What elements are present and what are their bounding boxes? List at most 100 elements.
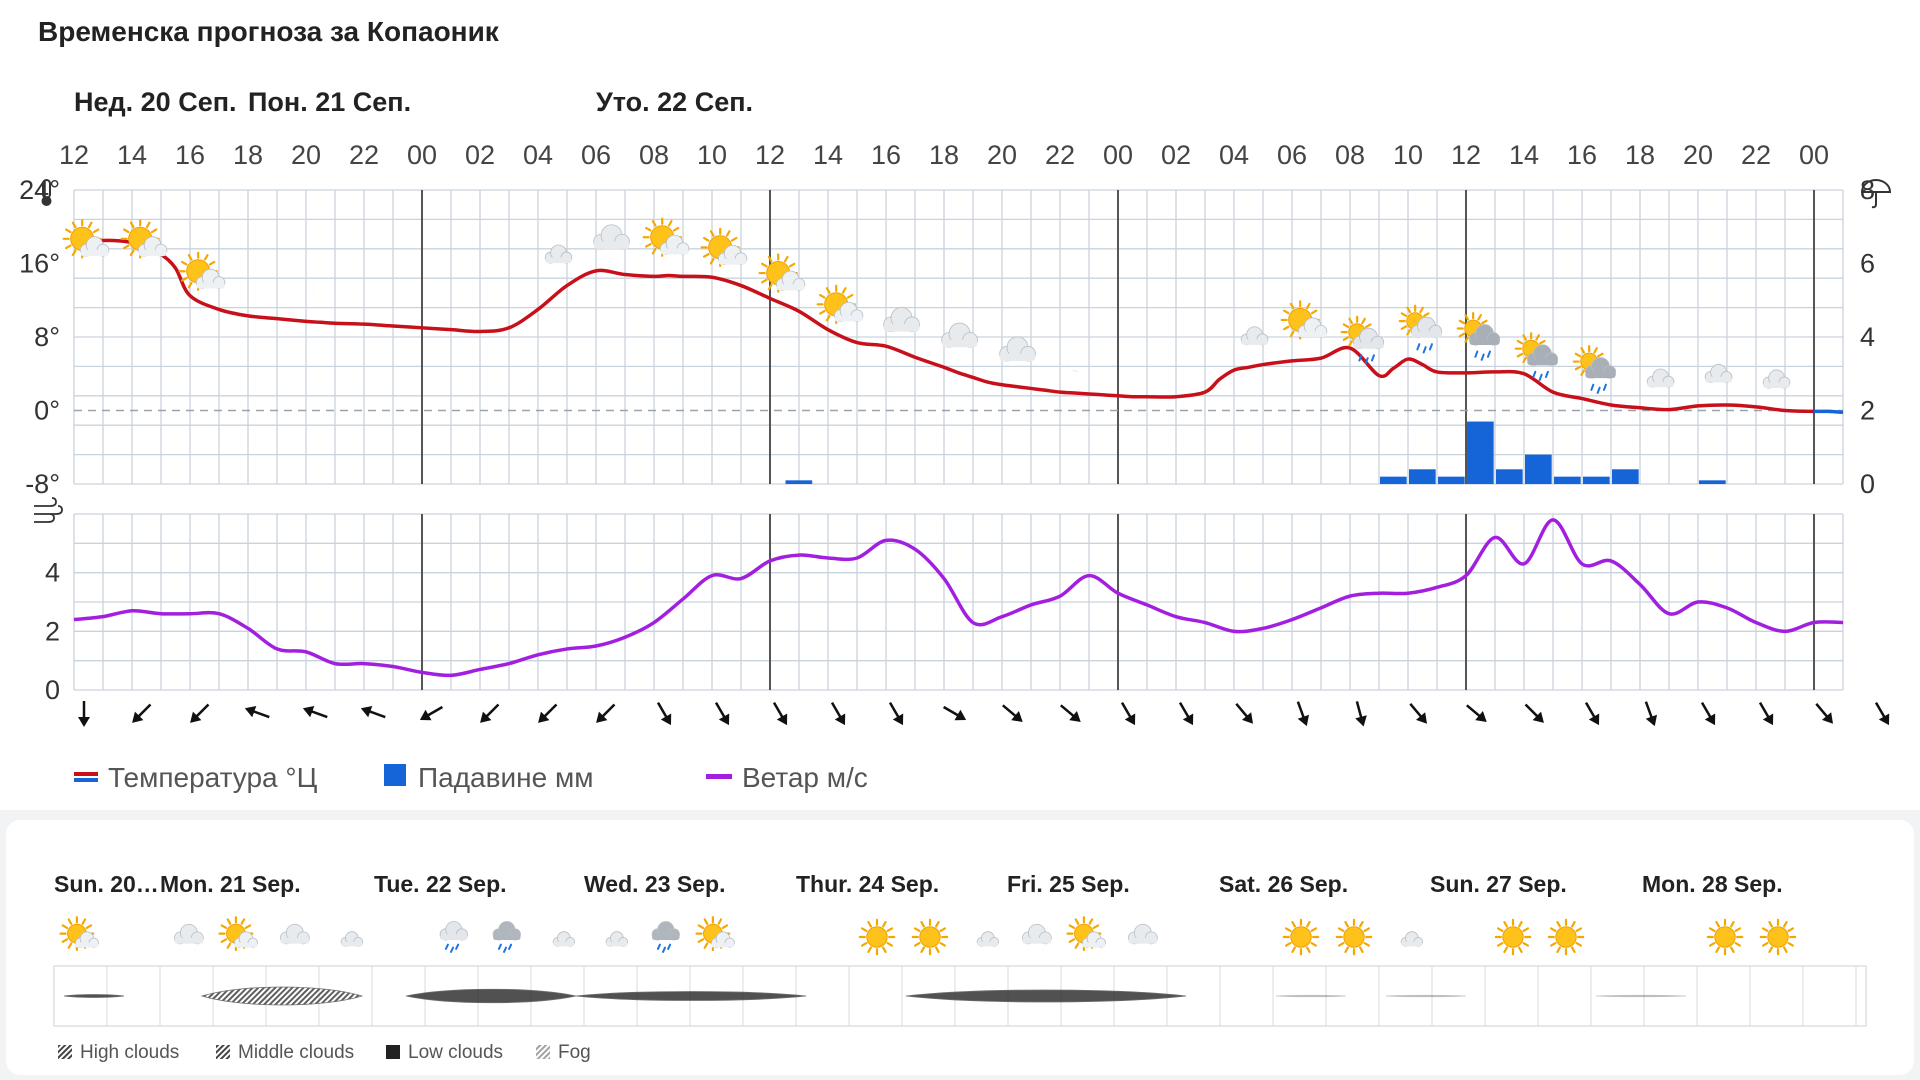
cloud-icon [941, 322, 978, 348]
sun-ray [65, 228, 72, 234]
sun-ray [1570, 921, 1576, 928]
cloud-base [280, 937, 310, 944]
sun-ray [861, 927, 868, 933]
wind-arrow-icon [190, 703, 210, 723]
cloud-icon [1584, 357, 1617, 379]
wind-stroke [34, 505, 63, 515]
moon-icon [1124, 350, 1137, 376]
sun-ray [1762, 941, 1769, 947]
forecast-panel: Временска прогноза за Копаоник Нед. 20 С… [19, 16, 1892, 793]
cloud-icon [1352, 327, 1385, 350]
rain-drop [450, 946, 454, 953]
sun-ray [920, 921, 926, 928]
sun-ray [1305, 946, 1311, 953]
sun-ray [1464, 314, 1470, 321]
wind-arrow-icon [1815, 703, 1833, 724]
arrow-head [776, 713, 788, 726]
hour-label: 20 [291, 140, 321, 170]
sun-ray [934, 921, 940, 928]
cloud-base [776, 284, 805, 291]
arrow-head [1182, 713, 1194, 726]
temperature-line [73, 238, 1815, 414]
dark-cloud-rain-icon [651, 921, 680, 953]
rain-drops-icon [497, 943, 513, 953]
moon-shape [336, 924, 345, 940]
sun-ray [92, 228, 100, 234]
sun-ray [1310, 927, 1317, 933]
sun-ray [1709, 941, 1716, 947]
rain-drop [1358, 354, 1363, 362]
cloud-base [1241, 339, 1268, 345]
sun-disc [866, 926, 888, 948]
sun-ray [187, 254, 193, 261]
sun-ray [1348, 340, 1354, 347]
sun-ray [1342, 323, 1350, 329]
sun-ray [1734, 941, 1741, 947]
sun-ray [1522, 941, 1529, 947]
precip-bar [1583, 476, 1610, 484]
hour-label: 20 [987, 140, 1017, 170]
sun-ray [61, 938, 69, 943]
sun-ray [1768, 921, 1774, 928]
sun-icon [1706, 918, 1744, 956]
sun-ray [717, 918, 723, 925]
sun-ray [761, 278, 768, 284]
moon-shape [370, 279, 383, 305]
wind-arrow-icon [1758, 701, 1774, 726]
wind-arrow-icon [1178, 701, 1194, 726]
wind-arrow-icon [1700, 701, 1716, 726]
sun-ray [1729, 946, 1735, 953]
wind-stroke [34, 513, 55, 523]
sun-ray [220, 938, 228, 943]
partly-sunny-icon [816, 284, 864, 324]
moon-shape [1124, 350, 1137, 376]
sun-ray [934, 946, 940, 953]
sun-ray [914, 927, 921, 933]
arrow-head [419, 709, 432, 721]
sun-ray [244, 924, 252, 930]
cloud-legend-swatch [536, 1045, 550, 1059]
moon-shape [548, 924, 557, 940]
moon-icon [1453, 926, 1464, 948]
sun-ray [1458, 332, 1466, 338]
wind-arrow-icon [656, 701, 672, 726]
sun-icon [1335, 918, 1373, 956]
sun-icon [642, 217, 682, 257]
cloud-icon [883, 307, 920, 333]
sun-ray [651, 220, 657, 227]
moon-shape [312, 275, 325, 301]
cloud-legend-label: Low clouds [408, 1042, 503, 1063]
cloud-base [138, 250, 167, 257]
cloud-icon [883, 307, 920, 333]
cloud-base [977, 941, 999, 947]
cloud-base [75, 942, 99, 948]
cloud-icon [1400, 931, 1424, 947]
moon-icon [540, 235, 550, 255]
sun-ray [939, 927, 946, 933]
hour-label: 22 [1045, 140, 1075, 170]
arrow-head [1704, 713, 1716, 726]
partly-sunny-icon [1280, 300, 1328, 340]
cloud-base [606, 941, 628, 947]
moon-shape [1877, 926, 1888, 948]
sun-ray [1787, 941, 1794, 947]
sun-icon [911, 918, 949, 956]
moon-icon [817, 926, 828, 948]
sun-ray [1497, 927, 1504, 933]
sun-ray [1516, 339, 1524, 345]
cloud-base [1298, 331, 1327, 338]
cloud-icon [1128, 923, 1158, 945]
cloud-base [1647, 381, 1674, 388]
moon-shape [540, 235, 550, 255]
cloud-icon [651, 921, 680, 941]
moon-icon [336, 924, 345, 940]
hour-label: 06 [581, 140, 611, 170]
arrow-head [1762, 713, 1774, 726]
sun-ray [1556, 921, 1562, 928]
cloud-layer-shape [200, 986, 364, 1006]
precip-tick: 0 [1860, 469, 1875, 499]
sun-ray [1734, 927, 1741, 933]
sun-ray [841, 287, 847, 294]
sun-icon [1282, 918, 1320, 956]
rain-drops-icon [656, 943, 672, 953]
